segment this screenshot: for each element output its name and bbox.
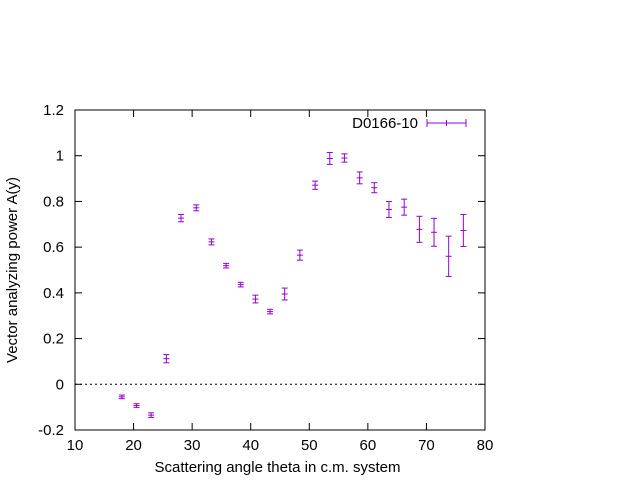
plot-frame (74, 109, 486, 431)
legend-sample (426, 119, 467, 127)
data-point (371, 182, 378, 194)
legend: D0166-10 (352, 115, 467, 132)
x-tick-label: 40 (242, 437, 259, 454)
x-tick-label: 60 (360, 437, 377, 454)
data-point (385, 200, 392, 218)
x-tick-label: 20 (125, 437, 142, 454)
x-axis-title: Scattering angle theta in c.m. system (155, 459, 401, 476)
y-tick-label: 0.2 (43, 331, 64, 348)
data-point (281, 287, 288, 301)
data-point (237, 281, 244, 288)
data-point (401, 198, 408, 216)
x-tick-label: 70 (418, 437, 435, 454)
y-tick-label: -0.2 (38, 422, 64, 439)
data-point (148, 412, 155, 418)
y-tick-labels: -0.2 0 0.2 0.4 0.6 0.8 1 1.2 (38, 102, 64, 439)
data-point (252, 294, 259, 304)
y-tick-label: 1.2 (43, 102, 64, 119)
data-point (431, 217, 438, 247)
x-tick-label: 50 (301, 437, 318, 454)
data-point (416, 215, 423, 243)
y-tick-label: 0 (56, 376, 64, 393)
data-point (208, 238, 215, 246)
legend-label: D0166-10 (352, 115, 418, 132)
y-tick-label: 0.8 (43, 193, 64, 210)
y-axis-title: Vector analyzing power A(y) (4, 177, 21, 363)
data-point (460, 213, 467, 247)
x-tick-label: 30 (184, 437, 201, 454)
x-tick-label: 10 (67, 437, 84, 454)
x-tick-label: 80 (477, 437, 494, 454)
y-tick-label: 0.4 (43, 285, 64, 302)
data-point (223, 262, 230, 269)
y-tick-label: 0.6 (43, 239, 64, 256)
data-point (326, 152, 333, 165)
data-point (178, 213, 185, 223)
data-point (312, 180, 319, 190)
plot-border (74, 109, 486, 431)
data-point (267, 308, 274, 315)
data-point (163, 354, 170, 364)
data-point (133, 403, 140, 408)
data-points (118, 152, 467, 418)
data-point (445, 235, 452, 277)
data-point (296, 249, 303, 261)
axis-ticks (74, 109, 486, 431)
data-point (356, 171, 363, 185)
x-tick-labels: 10 20 30 40 50 60 70 80 (67, 437, 494, 454)
y-tick-label: 1 (56, 148, 64, 165)
data-point (341, 153, 348, 163)
data-point (118, 394, 125, 400)
data-point (193, 204, 200, 212)
